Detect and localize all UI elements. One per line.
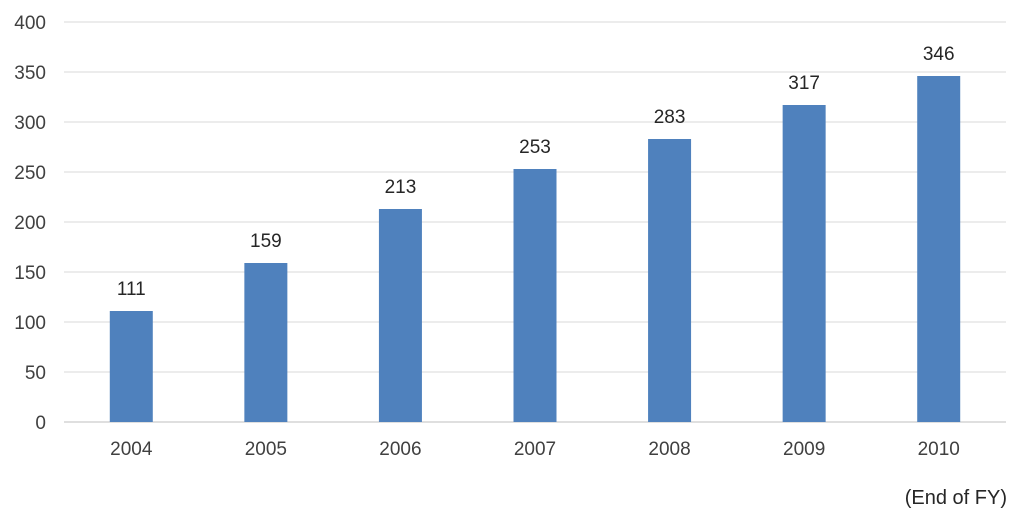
bar-2005 <box>244 263 288 422</box>
data-label: 111 <box>117 279 146 300</box>
x-tick-label: 2010 <box>918 439 960 460</box>
bar-2007 <box>513 169 557 422</box>
bar-2006 <box>378 209 422 422</box>
x-tick-label: 2006 <box>379 439 421 460</box>
bar-2008 <box>648 139 692 422</box>
data-labels: 111 159 213 253 283 317 346 <box>117 44 955 300</box>
y-tick-label: 200 <box>14 213 46 234</box>
x-axis-tick-labels: 2004 2005 2006 2007 2008 2009 2010 <box>110 439 960 460</box>
data-label: 283 <box>654 107 686 128</box>
x-tick-label: 2009 <box>783 439 825 460</box>
data-label: 346 <box>923 44 955 65</box>
bar-2004 <box>109 311 153 422</box>
y-tick-label: 300 <box>14 113 46 134</box>
y-tick-label: 100 <box>14 313 46 334</box>
x-tick-label: 2007 <box>514 439 556 460</box>
bars <box>109 76 961 422</box>
y-tick-label: 0 <box>35 413 46 434</box>
axis-note: (End of FY) <box>904 487 1007 509</box>
y-tick-label: 50 <box>25 363 46 384</box>
data-label: 253 <box>519 137 551 158</box>
x-tick-label: 2008 <box>648 439 690 460</box>
data-label: 317 <box>788 73 820 94</box>
bar-2009 <box>782 105 826 422</box>
y-tick-label: 150 <box>14 263 46 284</box>
data-label: 213 <box>385 177 417 198</box>
data-label: 159 <box>250 231 282 252</box>
y-tick-label: 250 <box>14 163 46 184</box>
y-axis-tick-labels: 0 50 100 150 200 250 300 350 400 <box>14 13 46 434</box>
x-tick-label: 2004 <box>110 439 153 460</box>
x-tick-label: 2005 <box>245 439 287 460</box>
bar-2010 <box>917 76 961 422</box>
y-tick-label: 350 <box>14 63 46 84</box>
y-tick-label: 400 <box>14 13 46 34</box>
